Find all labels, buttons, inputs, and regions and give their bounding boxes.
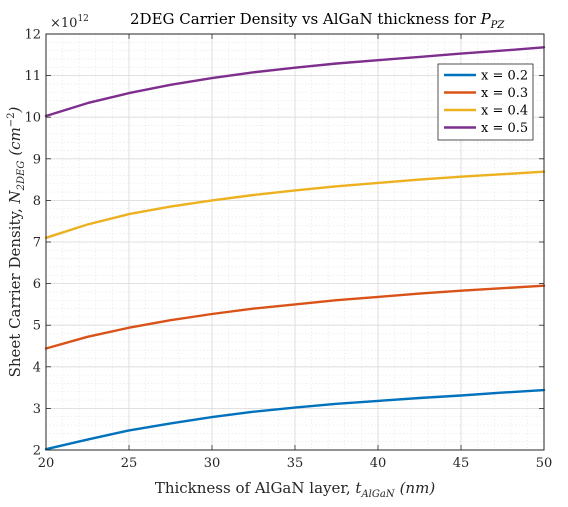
x-tick-label: 25 — [121, 456, 138, 471]
y-tick-label: 4 — [33, 360, 41, 375]
y-tick-label: 6 — [33, 277, 41, 292]
x-tick-label: 35 — [287, 456, 304, 471]
y-axis-label: Sheet Carrier Density, N2DEG(cm−2) — [6, 106, 27, 377]
legend-label-x-04: x = 0.4 — [481, 104, 528, 119]
y-tick-label: 3 — [33, 402, 41, 417]
y-tick-label: 9 — [33, 152, 41, 167]
y-tick-label: 11 — [24, 69, 41, 84]
legend-label-x-03: x = 0.3 — [481, 86, 528, 101]
legend-label-x-02: x = 0.2 — [481, 69, 528, 84]
legend: x = 0.2 x = 0.3 x = 0.4 x = 0.5 — [437, 63, 534, 141]
x-tick-label: 45 — [453, 456, 470, 471]
y-tick-label: 5 — [33, 319, 41, 334]
legend-label-x-05: x = 0.5 — [481, 121, 528, 136]
x-tick-label: 40 — [370, 456, 387, 471]
chart-title: 2DEG Carrier Density vs AlGaN thickness … — [130, 10, 505, 31]
x-axis-label: Thickness of AlGaN layer, tAlGaN (nm) — [155, 479, 436, 500]
legend-box — [437, 63, 534, 141]
series-layer — [44, 46, 546, 451]
y-tick-label: 8 — [33, 194, 41, 209]
series-line-x-03 — [44, 284, 546, 350]
series-line-x-04 — [44, 170, 546, 240]
series-line-x-05 — [44, 46, 546, 118]
legend-items: x = 0.2 x = 0.3 x = 0.4 x = 0.5 — [444, 69, 528, 136]
y-tick-label: 12 — [24, 28, 41, 43]
series-line-x-02 — [44, 388, 546, 451]
y-tick-label: 10 — [24, 111, 41, 126]
x-tick-label: 30 — [204, 456, 221, 471]
x-tick-label: 20 — [38, 456, 55, 471]
y-tick-label: 7 — [33, 236, 41, 251]
y-tick-label: 2 — [33, 444, 41, 459]
x-tick-label: 50 — [536, 456, 553, 471]
y-exponent-label: ×1012 — [50, 14, 89, 31]
